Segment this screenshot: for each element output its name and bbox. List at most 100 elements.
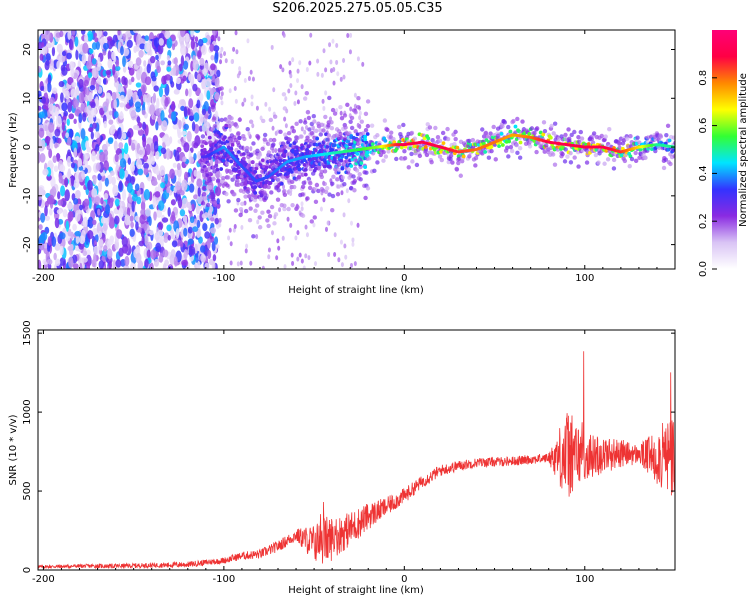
colorbar-label: Normalized spectral amplitude (738, 73, 749, 227)
heatmap-cell (286, 216, 290, 222)
heatmap-cell (38, 117, 41, 124)
heatmap-cell (229, 241, 233, 247)
heatmap-cell (91, 58, 97, 65)
snr-x-tick-label: -200 (32, 574, 55, 585)
heatmap-cell (71, 81, 77, 88)
heatmap-cell (199, 210, 204, 223)
heatmap-cell (671, 135, 675, 140)
heatmap-cell (84, 33, 89, 44)
heatmap-cell (87, 179, 93, 191)
heatmap-cell (269, 190, 274, 195)
heatmap-cell (343, 136, 348, 141)
heatmap-cell (300, 184, 306, 190)
heatmap-cell (366, 156, 372, 161)
heatmap-cell (579, 136, 585, 141)
heatmap-cell (202, 195, 208, 201)
heatmap-cell (53, 252, 57, 261)
heatmap-cell (41, 34, 46, 40)
heatmap-cell (273, 212, 279, 217)
snr-x-tick-label: 0 (401, 574, 407, 585)
heatmap-cell (48, 148, 53, 159)
heatmap-cell (140, 209, 145, 215)
heatmap-cell (375, 133, 380, 138)
heatmap-cell (95, 83, 100, 91)
heatmap-cell (131, 193, 138, 202)
heatmap-cell (51, 46, 56, 57)
heatmap-cell (507, 139, 512, 144)
heatmap-cell (241, 101, 245, 107)
heatmap-cell (296, 68, 300, 74)
heatmap-cell (207, 166, 212, 171)
heatmap-cell (244, 145, 250, 151)
heatmap-cell (135, 221, 139, 231)
heatmap-cell (268, 137, 274, 143)
heatmap-cell (276, 177, 281, 182)
heatmap-cell (169, 254, 176, 266)
heatmap-cell (233, 224, 237, 230)
heatmap-cell (332, 143, 337, 147)
heatmap-cell (114, 65, 121, 72)
heatmap-cell (166, 37, 173, 49)
heatmap-cell (365, 99, 371, 104)
heatmap-cell (150, 249, 157, 260)
heatmap-cell (173, 256, 178, 267)
heatmap-cell (312, 119, 317, 124)
heatmap-cell (383, 138, 388, 143)
heatmap-cell (344, 155, 349, 160)
heatmap-cell (108, 119, 114, 125)
colorbar-ticks: 0.0 0.2 0.4 0.6 0.8 (698, 70, 717, 277)
heatmap-cell (189, 216, 195, 224)
heatmap-cell (196, 178, 203, 188)
heatmap-cell (633, 158, 639, 164)
heatmap-cell (153, 211, 157, 221)
heatmap-cell (305, 109, 311, 115)
heatmap-cell (267, 247, 271, 253)
heatmap-cell (327, 164, 332, 169)
heatmap-cell (70, 174, 75, 187)
heatmap-cell (230, 59, 234, 65)
heatmap-cell (187, 238, 194, 245)
heatmap-cell (338, 131, 343, 137)
heatmap-cell (278, 158, 283, 163)
heatmap-cell (92, 122, 97, 129)
heatmap-cell (207, 249, 212, 260)
heatmap-cell (265, 218, 270, 223)
heatmap-cell (353, 92, 357, 98)
heatmap-cell (576, 164, 581, 169)
heatmap-cell (175, 181, 181, 191)
heatmap-cell (346, 167, 351, 172)
heatmap-cell (427, 125, 433, 130)
heatmap-cell (180, 30, 185, 38)
heatmap-cell (106, 36, 113, 42)
heatmap-cell (68, 38, 74, 50)
heatmap-cell (370, 151, 376, 156)
heatmap-cell (213, 45, 220, 52)
heatmap-cell (302, 120, 308, 125)
heatmap-cell (57, 199, 64, 206)
heatmap-cell (349, 106, 353, 112)
heatmap-cell (627, 163, 632, 169)
heatmap-cell (340, 175, 346, 180)
heatmap-cell (250, 94, 254, 100)
heatmap-cell (223, 135, 227, 140)
heatmap-cell (279, 64, 283, 70)
heatmap-cell (357, 172, 362, 177)
heatmap-cell (69, 128, 74, 139)
heatmap-cell (173, 89, 180, 95)
heatmap-cell (187, 226, 193, 234)
heatmap-cell (549, 123, 554, 129)
heatmap-cell (210, 63, 216, 71)
heatmap-cell (164, 97, 169, 107)
heatmap-cell (243, 77, 247, 83)
heatmap-cell (454, 167, 460, 172)
heatmap-cell (289, 222, 293, 228)
heatmap-cell (245, 243, 249, 249)
heatmap-cell (244, 248, 248, 254)
heatmap-cell (410, 159, 415, 164)
heatmap-cell (622, 158, 628, 164)
heatmap-cell (139, 214, 146, 225)
heatmap-cell (97, 208, 101, 216)
heatmap-cell (133, 124, 140, 131)
heatmap-cell (300, 213, 306, 218)
heatmap-cell (603, 134, 608, 139)
